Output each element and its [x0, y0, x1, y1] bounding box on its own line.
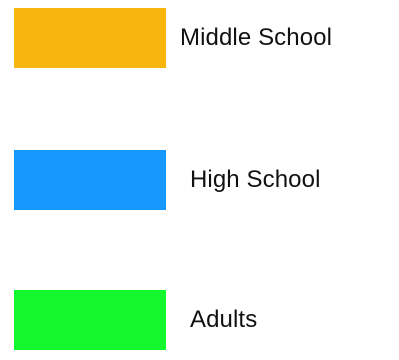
legend-swatch-adults	[14, 290, 166, 350]
legend-label-high-school: High School	[190, 166, 321, 193]
legend-item-adults: Adults	[0, 290, 399, 360]
legend-swatch-high-school	[14, 150, 166, 210]
legend-label-adults: Adults	[190, 306, 258, 333]
legend-item-middle-school: Middle School	[0, 8, 399, 78]
chart-legend: Middle School High School Adults	[0, 8, 399, 350]
legend-label-middle-school: Middle School	[180, 24, 333, 51]
legend-swatch-middle-school	[14, 8, 166, 68]
legend-item-high-school: High School	[0, 150, 399, 220]
